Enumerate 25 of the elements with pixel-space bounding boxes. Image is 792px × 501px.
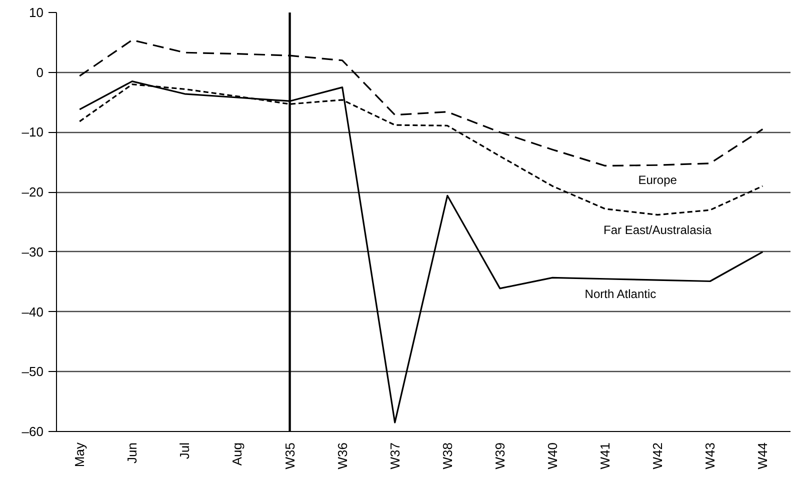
x-tick-label: Aug bbox=[230, 442, 245, 466]
x-tick-label: W44 bbox=[755, 442, 770, 470]
x-tick-label: W40 bbox=[544, 442, 560, 470]
y-tick-label: –60 bbox=[22, 424, 44, 439]
series-label: Europe bbox=[638, 173, 678, 188]
x-tick-label: Jun bbox=[124, 442, 140, 464]
x-tick-label: W42 bbox=[650, 442, 666, 470]
x-tick-label: W43 bbox=[702, 442, 718, 470]
y-tick-label: –40 bbox=[22, 304, 44, 320]
series-label: Far East/Australasia bbox=[604, 222, 712, 237]
y-tick-label: –30 bbox=[22, 244, 44, 260]
y-tick-label: 10 bbox=[29, 5, 44, 20]
y-tick-label: –10 bbox=[22, 124, 44, 140]
y-tick-label: –50 bbox=[22, 364, 44, 380]
series-label: North Atlantic bbox=[584, 287, 656, 302]
x-tick-label: W39 bbox=[492, 442, 508, 470]
y-tick-label: 0 bbox=[36, 64, 44, 80]
x-tick-label: W36 bbox=[334, 442, 350, 470]
x-tick-label: W38 bbox=[440, 442, 455, 470]
x-tick-label: W35 bbox=[282, 442, 298, 470]
x-tick-label: W37 bbox=[387, 442, 402, 470]
x-tick-label: W41 bbox=[598, 442, 613, 470]
x-tick-label: May bbox=[72, 442, 88, 468]
y-tick-label: –20 bbox=[22, 184, 44, 200]
x-tick-label: Jul bbox=[177, 442, 192, 460]
